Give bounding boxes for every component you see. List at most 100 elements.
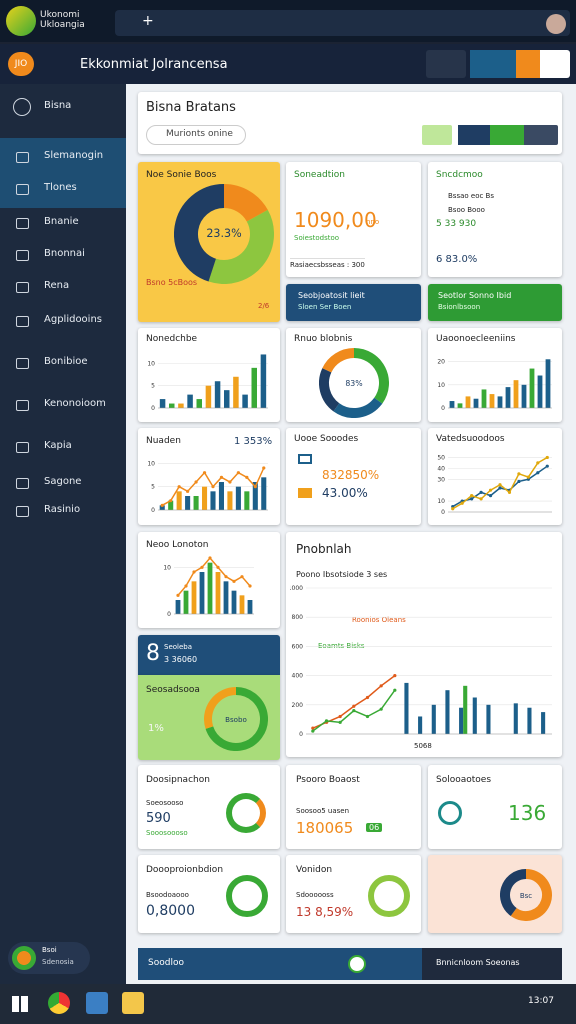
bar (252, 482, 258, 510)
nav-item[interactable]: Bnonnai (44, 248, 85, 259)
y-tick-label: 200 (292, 702, 304, 709)
user[interactable]: Bsoi Sdenosia (8, 942, 90, 974)
y-tick-label: 50 (437, 454, 445, 461)
nav-item[interactable]: Tlones (44, 182, 77, 193)
value: 1090,00 (294, 208, 377, 232)
app[interactable] (48, 992, 70, 1014)
btn[interactable] (426, 50, 466, 78)
search[interactable] (146, 125, 246, 145)
card-title: Pnobnlah (296, 542, 352, 556)
footer-left[interactable]: Soodloo (138, 948, 422, 980)
point (536, 471, 540, 475)
bar (537, 375, 543, 408)
btn[interactable] (458, 125, 490, 145)
bar (233, 376, 239, 408)
bar (513, 380, 519, 408)
point (248, 584, 252, 588)
tab-title: Ukonomi Ukloangia (40, 10, 85, 30)
y-tick-label: 10 (437, 382, 445, 389)
nav-item[interactable]: Rasinio (44, 504, 81, 515)
point (536, 461, 540, 465)
start[interactable] (12, 996, 28, 1012)
sub: Bsoodoaooo (146, 891, 189, 899)
bar (242, 394, 248, 408)
y-tick-label: 10 (163, 564, 171, 571)
point (393, 688, 397, 692)
bar (473, 398, 479, 408)
bar (244, 491, 250, 510)
nav-item[interactable]: Sagone (44, 476, 82, 487)
card: Noe Sonie Boos 23.3% Bsno 5cBoos 2/6 (138, 162, 280, 322)
y-tick-label: 0 (151, 405, 155, 412)
nav-item[interactable]: Agplidooins (44, 314, 103, 325)
y-tick-label: 0 (167, 611, 171, 618)
btn[interactable] (524, 125, 558, 145)
nav-item[interactable]: Bisna (44, 100, 72, 111)
badge[interactable]: JIO (8, 52, 34, 76)
search-text[interactable]: Murionts onine (166, 129, 233, 139)
nav-icon (16, 282, 29, 293)
sub: Soosoo5 uasen (296, 807, 350, 815)
y-tick-label: 0 (299, 731, 303, 738)
point (352, 704, 356, 708)
point (379, 684, 383, 688)
donut-segment (353, 348, 389, 404)
donut-segment (510, 869, 552, 921)
bar (445, 690, 450, 734)
nav-item[interactable]: Kapia (44, 440, 72, 451)
header: Bisna Bratans Murionts onine (138, 92, 562, 154)
y-tick-label: 800 (292, 614, 304, 621)
nav-item[interactable]: Kenonoioom (44, 398, 106, 409)
footer-right[interactable]: Bnnicnloom Soeonas (422, 948, 562, 980)
ring (226, 875, 268, 917)
bar (521, 384, 527, 408)
point (202, 471, 207, 475)
point (184, 584, 188, 588)
card-title: Solooaotoes (436, 775, 492, 785)
app[interactable] (86, 992, 108, 1014)
banner-sub: Sloen Ser Boen (298, 303, 352, 311)
btn[interactable] (490, 125, 524, 145)
ring (368, 875, 410, 917)
y-tick-label: 0 (441, 509, 445, 516)
btn[interactable] (470, 50, 516, 78)
banner-title: Seobjoatosit lieit (298, 291, 365, 300)
clock: 13:07 (528, 996, 554, 1006)
tab[interactable] (115, 10, 570, 36)
banner[interactable]: Seotlor Sonno Ibid Bsionlbsoon (428, 284, 562, 321)
nav-item[interactable]: Bnanie (44, 216, 79, 227)
nav-item[interactable]: Bonibioe (44, 356, 88, 367)
point (393, 674, 397, 678)
point (211, 485, 215, 489)
card: Nonedchbe 0 5 10 (138, 328, 280, 422)
bar (218, 482, 224, 510)
bar (239, 595, 245, 614)
nav-item[interactable]: Slemanogin (44, 150, 104, 161)
btn[interactable] (540, 50, 570, 78)
legend: Eoamts Bisks (318, 642, 365, 650)
donut-segment (223, 184, 268, 223)
nav-item[interactable]: Rena (44, 280, 70, 291)
address-bar: JIO Ekkonmiat Jolrancensa (0, 44, 576, 84)
bar (176, 491, 182, 510)
btn[interactable] (516, 50, 540, 78)
unit: nno (366, 218, 380, 226)
btn[interactable] (422, 125, 452, 145)
user-sub: Sdenosia (42, 958, 74, 966)
point (208, 556, 212, 560)
value: 180065 (296, 819, 354, 837)
bar (431, 704, 436, 734)
avatar[interactable] (546, 14, 566, 34)
point (262, 466, 266, 470)
card: Vatedsuoodoos 0 10 30 40 50 (428, 428, 562, 525)
app[interactable] (122, 992, 144, 1014)
bar (545, 359, 551, 408)
point (228, 480, 232, 484)
donut: Bsobo (204, 687, 268, 751)
new-tab[interactable]: + (142, 13, 154, 29)
banner[interactable]: Seobjoatosit lieit Sloen Ser Boen (286, 284, 421, 321)
bar (449, 401, 455, 408)
y-tick-label: 5 (151, 484, 155, 491)
card-title: Doosipnachon (146, 775, 210, 785)
